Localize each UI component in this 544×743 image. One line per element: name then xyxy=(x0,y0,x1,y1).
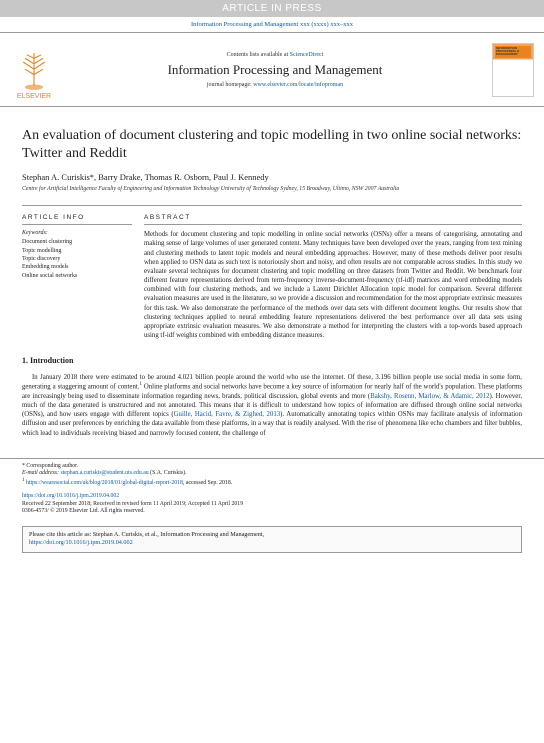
citation-link-2[interactable]: Guille, Hacid, Favre, & Zighed, 2013 xyxy=(174,411,280,418)
elsevier-tree-icon xyxy=(16,51,52,91)
keyword-item: Document clustering xyxy=(22,238,132,246)
footnote-url[interactable]: https://wearesocial.com/uk/blog/2018/01/… xyxy=(26,480,183,486)
elsevier-logo: ELSEVIER xyxy=(10,39,58,100)
article-title: An evaluation of document clustering and… xyxy=(22,127,522,162)
section-heading: 1. Introduction xyxy=(22,356,522,365)
journal-homepage-link[interactable]: www.elsevier.com/locate/infoproman xyxy=(253,82,343,88)
info-abstract-row: ARTICLE INFO Keywords: Document clusteri… xyxy=(22,205,522,340)
keywords-list: Document clusteringTopic modellingTopic … xyxy=(22,238,132,280)
elsevier-label: ELSEVIER xyxy=(10,93,58,100)
journal-name: Information Processing and Management xyxy=(66,62,484,78)
abstract-text: Methods for document clustering and topi… xyxy=(144,230,522,340)
journal-header: ELSEVIER Contents lists available at Sci… xyxy=(0,32,544,107)
journal-cover-thumbnail: INFORMATION PROCESSING & MANAGEMENT xyxy=(492,43,534,97)
section-title: Introduction xyxy=(30,356,73,365)
abstract-column: ABSTRACT Methods for document clustering… xyxy=(144,214,522,340)
keywords-label: Keywords: xyxy=(22,230,132,236)
article-in-press-banner: ARTICLE IN PRESS xyxy=(0,0,544,17)
keyword-item: Online social networks xyxy=(22,272,132,280)
footnote-1: 1 https://wearesocial.com/uk/blog/2018/0… xyxy=(22,478,522,487)
citation-box: Please cite this article as: Stephan A. … xyxy=(22,526,522,553)
keyword-item: Embedding models xyxy=(22,263,132,271)
sciencedirect-link[interactable]: ScienceDirect xyxy=(290,52,324,58)
journal-homepage-line: journal homepage: www.elsevier.com/locat… xyxy=(66,82,484,88)
header-reference: Information Processing and Management xx… xyxy=(0,17,544,32)
citation-link-1[interactable]: Bakshy, Rosenn, Marlow, & Adamic, 2012 xyxy=(370,393,489,400)
keyword-item: Topic modelling xyxy=(22,247,132,255)
affiliation: Centre for Artificial Intelligence Facul… xyxy=(22,186,522,193)
email-line: E-mail address: stephan.a.curiskis@stude… xyxy=(22,470,522,478)
citation-doi-link[interactable]: https://doi.org/10.1016/j.ipm.2019.04.00… xyxy=(29,539,133,546)
header-ref-link[interactable]: Information Processing and Management xx… xyxy=(191,21,353,28)
email-link[interactable]: stephan.a.curiskis@student.uts.edu.au xyxy=(60,470,148,476)
doi-link[interactable]: https://doi.org/10.1016/j.ipm.2019.04.00… xyxy=(22,493,119,499)
article-body: An evaluation of document clustering and… xyxy=(0,107,544,446)
issn-copyright: 0306-4573/ © 2019 Elsevier Ltd. All righ… xyxy=(22,508,522,516)
keyword-item: Topic discovery xyxy=(22,255,132,263)
article-info-column: ARTICLE INFO Keywords: Document clusteri… xyxy=(22,214,132,340)
contents-available-line: Contents lists available at ScienceDirec… xyxy=(66,52,484,58)
introduction-paragraph: In January 2018 there were estimated to … xyxy=(22,373,522,437)
cover-title-text: INFORMATION PROCESSING & MANAGEMENT xyxy=(496,47,530,57)
journal-header-center: Contents lists available at ScienceDirec… xyxy=(66,52,484,88)
section-number: 1. xyxy=(22,356,28,365)
abstract-heading: ABSTRACT xyxy=(144,214,522,225)
article-footer: * Corresponding author. E-mail address: … xyxy=(0,458,544,516)
authors-line: Stephan A. Curiskis*, Barry Drake, Thoma… xyxy=(22,172,522,182)
article-info-heading: ARTICLE INFO xyxy=(22,214,132,225)
